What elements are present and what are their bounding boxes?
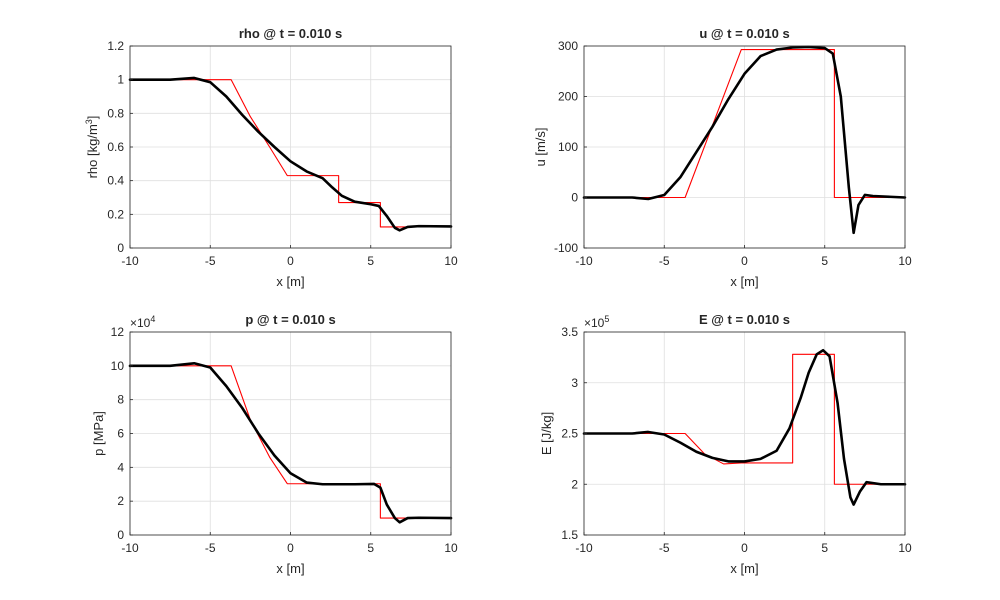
exact-solution-line [129,79,452,228]
subplot-E: -10 -5 0 5 101.522.533.5 ×105 E @ t = 0.010 … [539,312,912,576]
exact-solution-line [583,353,906,485]
subplot-rho: -10 -5 0 5 10 0 0.2 0.4 0.6 0.8 1 1.2 rho @ t = 0.0… [84,26,458,289]
tick-labels: -10 -5 0 5 10 -100 0 100 200 300 [554,39,912,268]
y-exponent-label: ×105 [584,314,609,330]
x-tick-label: -5 [659,254,670,268]
y-axis-label: u [m/s] [533,127,548,166]
y-tick-label: 1 [117,73,124,87]
y-tick-label: 0.8 [107,106,124,120]
y-tick-label: 0 [117,528,124,542]
y-exponent-label: ×104 [130,314,155,330]
x-axis-label: x [m] [730,274,758,289]
exact-solution-line [583,48,906,199]
numerical-solution-line [128,362,453,524]
y-tick-label: 12 [111,325,125,339]
chart-title: rho @ t = 0.010 s [239,26,342,41]
y-axis-label-suffix: ] [85,116,100,120]
x-tick-label: 10 [898,541,912,555]
x-axis-label: x [m] [276,561,304,576]
y-tick-label: 8 [117,393,124,407]
x-tick-label: -5 [205,254,216,268]
x-tick-label: 10 [444,254,458,268]
y-tick-label: 10 [111,359,125,373]
x-tick-label: 5 [367,254,374,268]
x-tick-label: 0 [287,541,294,555]
y-axis-label: E [J/kg] [539,412,554,455]
y-tick-label: 6 [117,427,124,441]
y-tick-label: 200 [558,90,578,104]
y-axis-label: p [MPa] [91,411,106,456]
chart-title: E @ t = 0.010 s [699,312,790,327]
numerical-solution-line [582,348,907,506]
chart-title: p @ t = 0.010 s [245,312,335,327]
chart-title: u @ t = 0.010 s [699,26,789,41]
y-exponent-base: ×10 [130,316,151,330]
y-tick-label: 0 [117,241,124,255]
y-tick-label: -100 [554,241,578,255]
series-lines [582,348,907,506]
y-tick-label: 2.5 [561,427,578,441]
y-tick-label: 1.2 [107,39,124,53]
exact-solution-line [129,365,452,519]
y-exponent-power: 4 [150,314,155,324]
y-axis-label-text: rho [kg/m [85,124,100,178]
x-tick-label: -10 [121,541,139,555]
y-axis-label-superscript: 3 [84,119,94,124]
y-tick-label: 100 [558,140,578,154]
y-tick-label: 0.6 [107,140,124,154]
tick-labels: -10 -5 0 5 10 0 2 4 6 8 10 12 [111,325,458,555]
x-tick-label: 5 [821,541,828,555]
x-tick-label: 5 [821,254,828,268]
x-tick-label: 10 [444,541,458,555]
series-lines [582,45,907,235]
x-tick-label: -5 [659,541,670,555]
series-lines [128,362,453,524]
x-tick-label: 0 [741,541,748,555]
y-tick-label: 1.5 [561,528,578,542]
y-tick-label: 300 [558,39,578,53]
numerical-solution-line [128,76,453,232]
series-lines [128,76,453,232]
tick-labels: -10 -5 0 5 10 0 0.2 0.4 0.6 0.8 1 1.2 [107,39,458,268]
y-tick-label: 0.4 [107,174,124,188]
y-exponent-power: 5 [604,314,609,324]
y-exponent-base: ×10 [584,316,605,330]
y-tick-label: 0.2 [107,207,124,221]
x-axis-label: x [m] [276,274,304,289]
x-axis-label: x [m] [730,561,758,576]
y-axis-label: rho [kg/m3] [84,116,100,179]
x-tick-label: 0 [741,254,748,268]
x-tick-label: -10 [575,254,593,268]
x-tick-label: 5 [367,541,374,555]
x-tick-label: -5 [205,541,216,555]
y-tick-label: 3 [571,376,578,390]
x-tick-label: 10 [898,254,912,268]
numerical-solution-line [582,45,907,235]
y-tick-label: 0 [571,191,578,205]
y-tick-label: 2 [571,477,578,491]
y-tick-label: 2 [117,494,124,508]
x-tick-label: 0 [287,254,294,268]
x-tick-label: -10 [121,254,139,268]
y-tick-label: 3.5 [561,325,578,339]
x-tick-label: -10 [575,541,593,555]
y-tick-label: 4 [117,460,124,474]
tick-labels: -10 -5 0 5 10 1.5 2 2.5 3 3.5 [561,325,912,555]
